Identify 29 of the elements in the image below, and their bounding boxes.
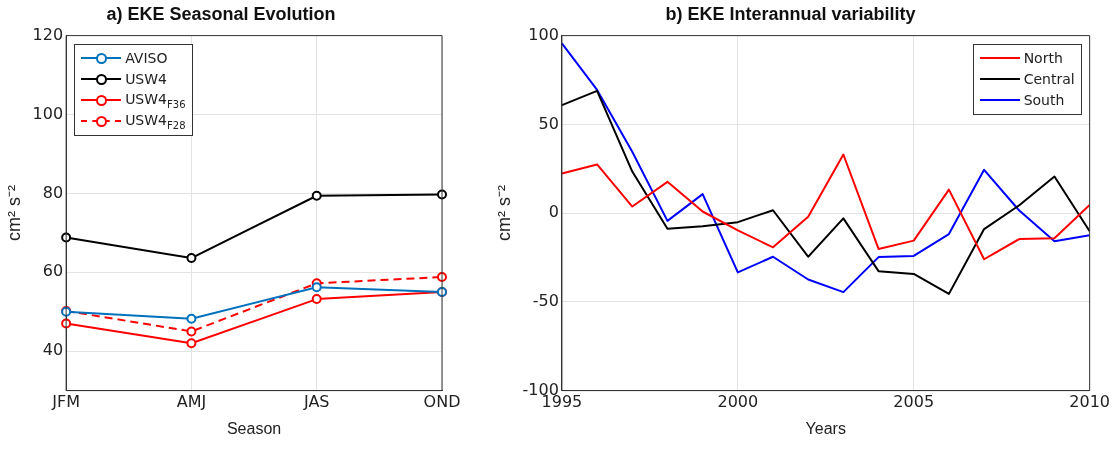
- y-tick-label: 60: [42, 261, 64, 281]
- legend-label: South: [1023, 92, 1065, 109]
- y-tick-label: 100: [528, 24, 559, 44]
- y-tick-label: 40: [42, 340, 64, 360]
- legend-label: USW4$_{F28}$: [125, 111, 186, 131]
- legend-label: USW4: [125, 71, 168, 88]
- y-tick-label: -50: [532, 291, 559, 311]
- x-tick-label: 2000: [717, 392, 759, 412]
- x-tick-label: OND: [423, 392, 461, 412]
- legend-label: USW4$_{F36}$: [125, 90, 186, 110]
- chart-title: a) EKE Seasonal Evolution: [106, 3, 336, 24]
- x-tick-label: AMJ: [176, 392, 207, 412]
- y-tick-label: 50: [538, 113, 559, 133]
- legend-label: AVISO: [125, 50, 168, 67]
- y-tick-label: 80: [42, 182, 64, 202]
- y-tick-label: 100: [32, 103, 64, 123]
- y-tick-label: 120: [32, 24, 64, 44]
- x-axis-title: Years: [805, 419, 846, 437]
- x-tick-label: 2010: [1069, 392, 1110, 412]
- y-axis-title: cm² s⁻²: [493, 185, 514, 242]
- x-tick-label: JAS: [302, 392, 330, 412]
- legend-label: North: [1023, 50, 1063, 67]
- x-axis-title: Season: [226, 419, 282, 437]
- chart-title: b) EKE Interannual variability: [665, 3, 916, 24]
- y-axis-title: cm² s⁻²: [3, 185, 24, 242]
- legend-label: Central: [1023, 71, 1075, 88]
- y-tick-label: 0: [548, 202, 559, 222]
- x-tick-label: JFM: [51, 392, 81, 412]
- x-tick-label: 2005: [893, 392, 935, 412]
